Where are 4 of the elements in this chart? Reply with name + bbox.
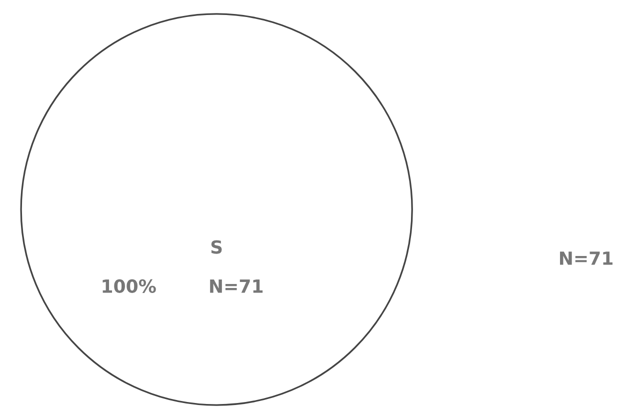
data-label: 100% <box>102 279 156 293</box>
text: N=71 <box>560 252 612 265</box>
text: N=71 <box>210 280 263 293</box>
slice-label: S <box>211 240 222 254</box>
